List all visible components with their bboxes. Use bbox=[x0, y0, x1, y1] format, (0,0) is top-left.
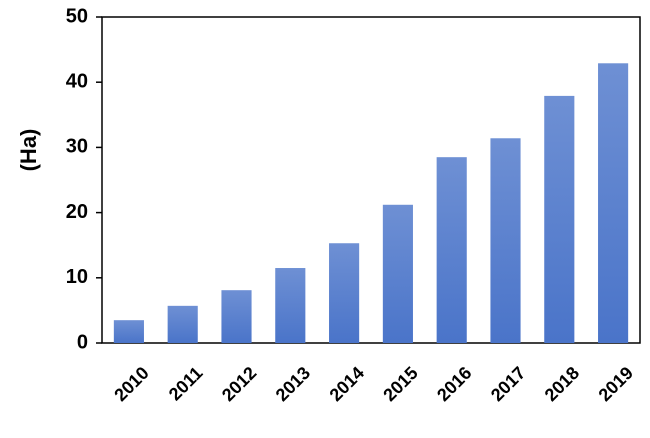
x-tick-label: 2011 bbox=[165, 363, 207, 405]
y-tick-label: 0 bbox=[77, 331, 88, 353]
x-tick-label: 2016 bbox=[433, 363, 475, 405]
x-tick-label: 2010 bbox=[110, 363, 152, 405]
bar bbox=[598, 63, 629, 344]
y-tick-label: 10 bbox=[66, 266, 88, 288]
x-tick-label: 2017 bbox=[487, 363, 529, 405]
x-tick-label: 2013 bbox=[272, 363, 314, 405]
bar bbox=[113, 320, 144, 343]
bar bbox=[436, 157, 467, 343]
y-tick-label: 50 bbox=[66, 5, 88, 27]
plot-frame bbox=[101, 16, 641, 344]
y-tick-label: 30 bbox=[66, 136, 88, 158]
bar bbox=[382, 204, 413, 343]
bar bbox=[167, 305, 198, 343]
x-tick-label: 2015 bbox=[379, 363, 421, 405]
x-tick-label: 2014 bbox=[326, 363, 368, 405]
y-tick-label: 40 bbox=[66, 70, 88, 92]
bar bbox=[329, 243, 360, 343]
x-tick-label: 2018 bbox=[541, 363, 583, 405]
x-tick-label: 2019 bbox=[595, 363, 637, 405]
bar bbox=[490, 138, 521, 343]
bar bbox=[275, 268, 306, 343]
y-tick-label: 20 bbox=[66, 201, 88, 223]
y-axis-title: (Ha) bbox=[16, 129, 41, 172]
bar bbox=[544, 95, 575, 343]
bar bbox=[221, 290, 252, 343]
x-tick-label: 2012 bbox=[218, 363, 260, 405]
